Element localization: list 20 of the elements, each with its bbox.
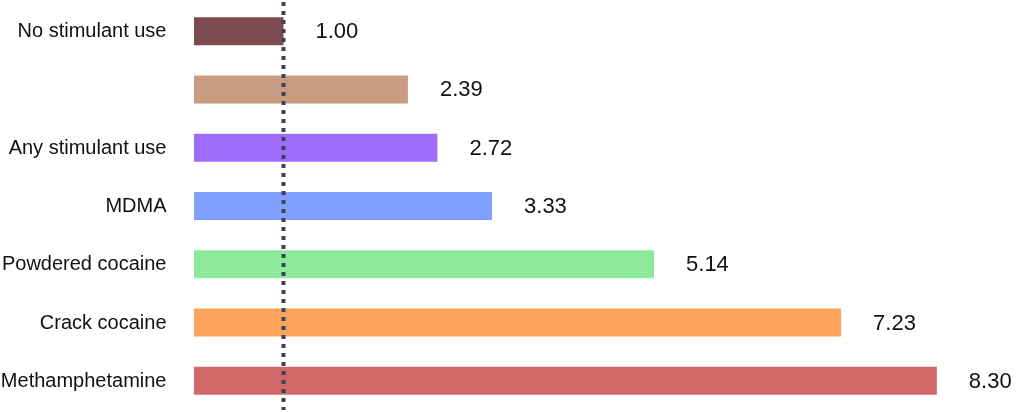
data-label: 2.39 [439,76,483,102]
y-tick-label: Methamphetamine [0,368,167,391]
bar [194,133,438,162]
bar [194,250,655,279]
y-tick-label: Powdered cocaine [1,252,167,275]
bar [194,192,493,220]
bar [194,366,937,395]
y-tick-label: Any stimulant use [8,135,167,158]
data-label: 7.23 [873,309,916,335]
bar [194,75,408,104]
data-label: 1.00 [315,18,359,44]
y-tick-label: No stimulant use [17,19,167,42]
data-label: 2.72 [469,134,513,160]
bar [194,17,284,46]
data-label: 5.14 [686,251,729,277]
data-label: 3.33 [524,193,567,218]
data-label: 8.30 [968,367,1012,393]
bar [194,308,842,337]
y-tick-label: MDMA [105,194,168,216]
y-tick-label: Crack cocaine [39,310,167,333]
